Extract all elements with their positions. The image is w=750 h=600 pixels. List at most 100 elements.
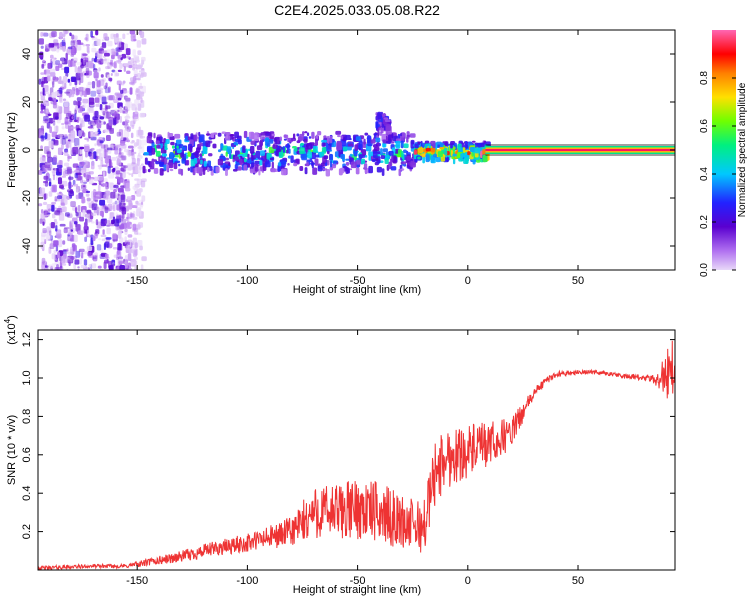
spectrogram-cell [119, 116, 122, 123]
spectrogram-cells [38, 30, 675, 270]
spectrogram-cell [90, 263, 97, 269]
spectrogram-cell [242, 145, 246, 153]
spectrogram-cell [287, 162, 290, 166]
spectrogram-cell [82, 98, 89, 104]
spectrogram-cell [380, 126, 384, 134]
spectrogram-cell [296, 133, 300, 137]
spectrogram-cell [439, 146, 445, 150]
spectrogram-cell [126, 32, 130, 36]
spectrogram-cell [118, 129, 124, 137]
spectrogram-cell [126, 216, 131, 220]
spectrogram-cell [354, 144, 359, 151]
spectrogram-cell [72, 227, 75, 234]
spectrogram-cell [169, 168, 174, 172]
spectrogram-cell [250, 162, 255, 168]
spectrogram-cell [94, 97, 100, 103]
spectrogram-cell [368, 155, 372, 161]
spectrogram-cell [78, 130, 82, 137]
spectrogram-cell [383, 117, 389, 120]
spectrogram-cell [56, 233, 62, 239]
spectrogram-cell [380, 155, 386, 159]
spectrogram-cell [96, 50, 103, 59]
spectrogram-cell [375, 121, 379, 129]
spectrogram-cell [57, 177, 63, 185]
spectrogram-cell [360, 149, 367, 156]
spectrogram-cell [99, 120, 102, 123]
spectrogram-cell [71, 184, 74, 188]
spectrogram-cell [124, 236, 127, 244]
spectrogram-cell [39, 218, 43, 224]
spectrogram-cell [115, 176, 120, 179]
spectrogram-cell [185, 159, 190, 166]
spectrogram-cell [140, 97, 143, 103]
snr-frame [37, 329, 676, 571]
spectrogram-cell [343, 146, 348, 152]
spectrogram-cell [119, 264, 125, 270]
spectrogram-cell [469, 146, 476, 152]
spectrogram-cell [97, 184, 101, 192]
spectrogram-cell [406, 136, 409, 143]
spectrogram-cell [62, 194, 68, 198]
spectrogram-cell [122, 170, 126, 178]
spectrogram-cell [131, 195, 136, 201]
spectrogram-cell [79, 146, 85, 150]
spectrogram-cell [143, 151, 149, 156]
spectrogram-cell [108, 95, 115, 101]
spectrogram-cell [112, 202, 116, 205]
spectrogram-cell [146, 135, 152, 144]
spectrogram-cell [99, 120, 106, 125]
spectrogram-cell [79, 118, 84, 124]
spectrogram-cell [283, 138, 287, 141]
spectrogram-cell [287, 155, 292, 159]
spectrogram-cell [96, 80, 101, 88]
spectrogram-cell [121, 53, 127, 59]
spectrogram-cell [83, 144, 90, 152]
spectrogram-cell [99, 140, 104, 144]
spectrogram-cell [55, 107, 59, 113]
spectrogram-cell [94, 143, 97, 147]
spectrogram-cell [89, 125, 95, 130]
spectrogram-cell [139, 135, 146, 139]
spectrogram-cell [79, 42, 84, 46]
spectrogram-cell [66, 189, 73, 193]
spectrogram-cell [199, 136, 204, 143]
spectrogram-cell [132, 75, 137, 84]
spectrogram-cell [377, 128, 380, 137]
spectrogram-cell [40, 235, 46, 242]
spectrogram-cell [88, 264, 91, 267]
spectrogram-cell [66, 247, 69, 254]
spectrogram-cell [422, 156, 426, 164]
spectrogram-cell [153, 132, 156, 139]
spectrogram-cell [59, 223, 66, 227]
spectrogram-cell [388, 134, 393, 142]
spectrogram-cell [91, 212, 97, 216]
spectrogram-cell [66, 195, 70, 200]
spectrogram-cell [355, 136, 362, 141]
y-tick-label: 20 [21, 96, 33, 108]
spectrogram-cell [128, 173, 132, 176]
spectrogram-cell [306, 143, 313, 150]
spectrogram-cell [51, 213, 56, 219]
spectrogram-cell [322, 168, 328, 171]
spectrogram-cell [107, 40, 113, 47]
spectrogram-cell [135, 166, 141, 173]
spectrogram-cell [100, 74, 104, 78]
spectrogram-cell [312, 167, 318, 175]
spectrogram-cell [345, 166, 349, 175]
spectrogram-cell [307, 151, 312, 159]
spectrogram-cell [126, 241, 131, 246]
spectrogram-cell [52, 174, 56, 181]
spectrogram-cell [254, 160, 261, 165]
spectrogram-cell [317, 165, 323, 172]
spectrogram-cell [442, 151, 445, 155]
spectrogram-cell [340, 135, 344, 140]
spectrogram-cell [403, 143, 409, 149]
spectrogram-cell [109, 212, 114, 219]
spectrogram-cell [80, 76, 84, 84]
spectrogram-cell [356, 164, 360, 168]
spectrogram-cell [187, 151, 192, 157]
spectrogram-cell [187, 167, 191, 172]
spectrogram-cell [104, 157, 110, 164]
spectrogram-cell [105, 253, 109, 259]
spectrogram-cell [116, 60, 122, 63]
